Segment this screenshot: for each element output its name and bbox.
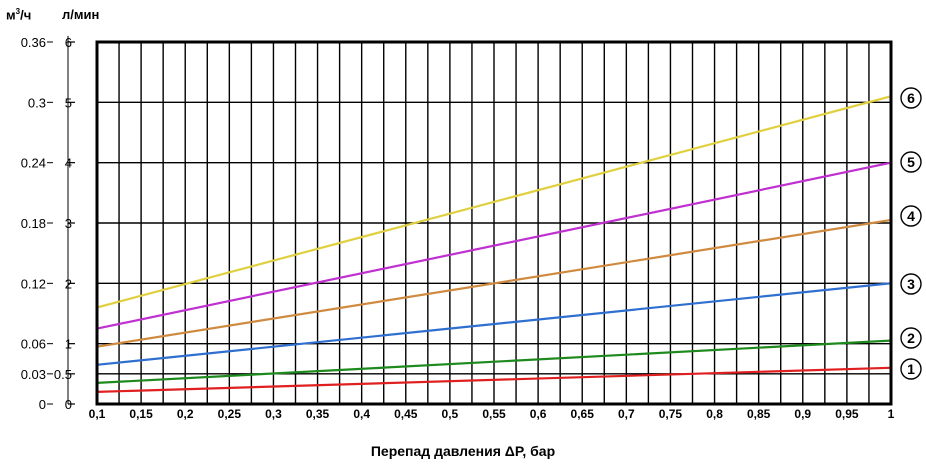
y-axes: 0 0.5 1 2 3 4 5 6 0 0.03 0.06 0.12 0.18 0.24 0.3 0.36: [21, 35, 75, 412]
x-tick-label: 0,25: [218, 407, 242, 421]
x-tick-label: 0,4: [353, 407, 370, 421]
series-label-text: 4: [907, 208, 915, 224]
x-tick-label: 0,2: [177, 407, 194, 421]
series-line-1: [96, 366, 892, 393]
y-inner-unit-label: л/мин: [62, 7, 100, 22]
series-label-text: 3: [907, 276, 915, 292]
series-label-text: 1: [907, 361, 915, 377]
series-label-circle: [900, 273, 922, 295]
series-label-6: 6: [900, 87, 922, 109]
series-label-4: 4: [900, 205, 922, 227]
series-label-circle: [900, 327, 922, 349]
series-label-circle: [900, 205, 922, 227]
y-outer-tick-label: 0.06: [21, 337, 46, 352]
y-inner-tick-label: 6: [65, 35, 72, 50]
x-tick-label: 0,9: [794, 407, 811, 421]
series-labels: 1 2 3 4 5 6: [900, 87, 922, 380]
series-label-text: 5: [907, 154, 915, 170]
plot-border: [95, 40, 893, 406]
x-tick-label: 0,15: [129, 407, 153, 421]
x-tick-label: 0,35: [306, 407, 330, 421]
x-tick-label: 0,95: [835, 407, 859, 421]
x-tick-label: 0,45: [394, 407, 418, 421]
series-label-circle: [900, 358, 922, 380]
y-outer-tick-label: 0.3: [28, 95, 46, 110]
y-inner-tick-label: 3: [65, 216, 72, 231]
series-label-text: 6: [907, 90, 915, 106]
plot-frame: [95, 40, 893, 406]
x-tick-label: 0,8: [706, 407, 723, 421]
y-outer-tick-label: 0.36: [21, 35, 46, 50]
series-label-text: 2: [907, 330, 915, 346]
y-outer-tick-label: 0.24: [21, 156, 46, 171]
x-tick-label: 0,85: [747, 407, 771, 421]
series-label-1: 1: [900, 358, 922, 380]
x-tick-label: 0,55: [482, 407, 506, 421]
series-group: [96, 95, 892, 393]
y-outer-tick-label: 0: [39, 397, 46, 412]
y-outer-unit-label: м3/ч: [6, 7, 32, 23]
series-label-2: 2: [900, 327, 922, 349]
grid: [97, 42, 891, 404]
series-line-4: [96, 218, 892, 348]
y-inner-tick-label: 0.5: [54, 367, 72, 382]
series-line-5: [96, 161, 892, 330]
x-axis: 0,1 0,15 0,2 0,25 0,3 0,35 0,4 0,45 0,5 0,55 0,6 0,…: [89, 407, 895, 421]
x-tick-label: 0,75: [659, 407, 683, 421]
series-line-3: [96, 282, 892, 366]
y-inner-tick-label: 4: [65, 156, 72, 171]
x-tick-label: 0,1: [89, 407, 106, 421]
x-tick-label: 0,7: [618, 407, 635, 421]
series-line-6: [96, 95, 892, 309]
y-outer-tick-label: 0.03: [21, 367, 46, 382]
series-label-circle: [900, 151, 922, 173]
y-outer-tick-label: 0.18: [21, 216, 46, 231]
series-line-2: [96, 339, 892, 384]
series-label-5: 5: [900, 151, 922, 173]
y-inner-tick-label: 1: [65, 337, 72, 352]
x-tick-label: 0,5: [442, 407, 459, 421]
y-outer-tick-label: 0.12: [21, 276, 46, 291]
x-tick-label: 0,6: [530, 407, 547, 421]
y-inner-tick-label: 5: [65, 95, 72, 110]
x-axis-title: Перепад давления ΔP, бар: [370, 443, 556, 459]
series-label-circle: [900, 87, 922, 109]
y-inner-tick-label: 0: [65, 397, 72, 412]
x-tick-label: 0,65: [571, 407, 595, 421]
series-label-3: 3: [900, 273, 922, 295]
x-tick-label: 1: [888, 407, 895, 421]
y-inner-tick-label: 2: [65, 276, 72, 291]
x-tick-label: 0,3: [265, 407, 282, 421]
